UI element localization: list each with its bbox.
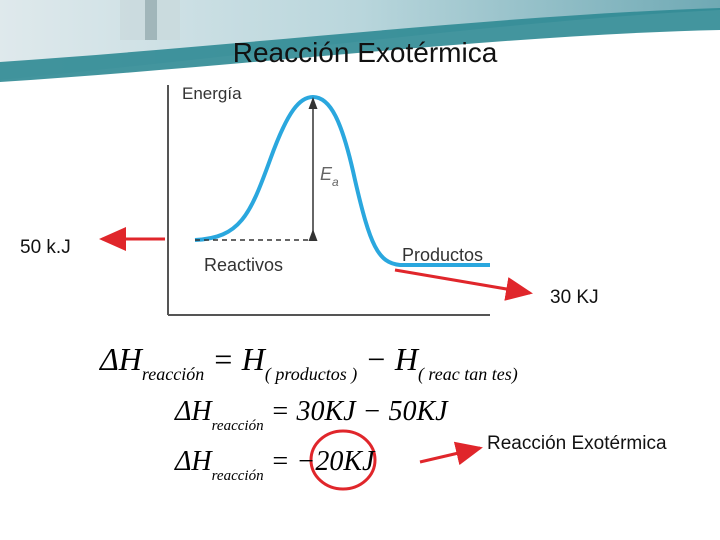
equation-subscript: ( productos ) (265, 364, 357, 385)
reactants-label: Reactivos (204, 255, 283, 275)
highlight-circle (309, 429, 377, 491)
equation: ΔHreacción = H( productos ) − H( reac ta… (98, 341, 518, 385)
slide-title: Reacción Exotérmica (233, 37, 498, 68)
equation: ΔHreacción = 30KJ − 50KJ (174, 396, 449, 434)
equation-term: = H (204, 341, 267, 377)
equation-subscript: reacción (212, 468, 264, 484)
products-label: Productos (402, 245, 483, 265)
annotation: 30 KJ (550, 287, 599, 308)
equation-term: − H (357, 341, 420, 377)
equation: ΔHreacción = −20KJ (174, 446, 376, 484)
equations: ΔHreacción = H( productos ) − H( reac ta… (98, 341, 518, 484)
equation-term: ΔH (174, 446, 213, 477)
energy-diagram (167, 85, 490, 316)
equation-term: = 30KJ − 50KJ (264, 396, 450, 427)
equation-term: ΔH (98, 341, 144, 377)
banner (0, 0, 720, 82)
equation-term: = −20KJ (264, 446, 376, 477)
activation-symbol: E (320, 164, 333, 184)
axis-label: Energía (182, 84, 242, 103)
annotation: 50 k.J (20, 237, 71, 258)
arrow (419, 441, 483, 466)
arrow (394, 268, 533, 301)
equation-subscript: ( reac tan tes) (418, 364, 518, 385)
equation-term: ΔH (174, 396, 213, 427)
equation-subscript: reacción (142, 364, 204, 384)
activation-label: Ea (320, 164, 339, 189)
equation-subscript: reacción (212, 418, 264, 434)
activation-sub: a (332, 175, 339, 189)
annotation: Reacción Exotérmica (487, 433, 667, 454)
